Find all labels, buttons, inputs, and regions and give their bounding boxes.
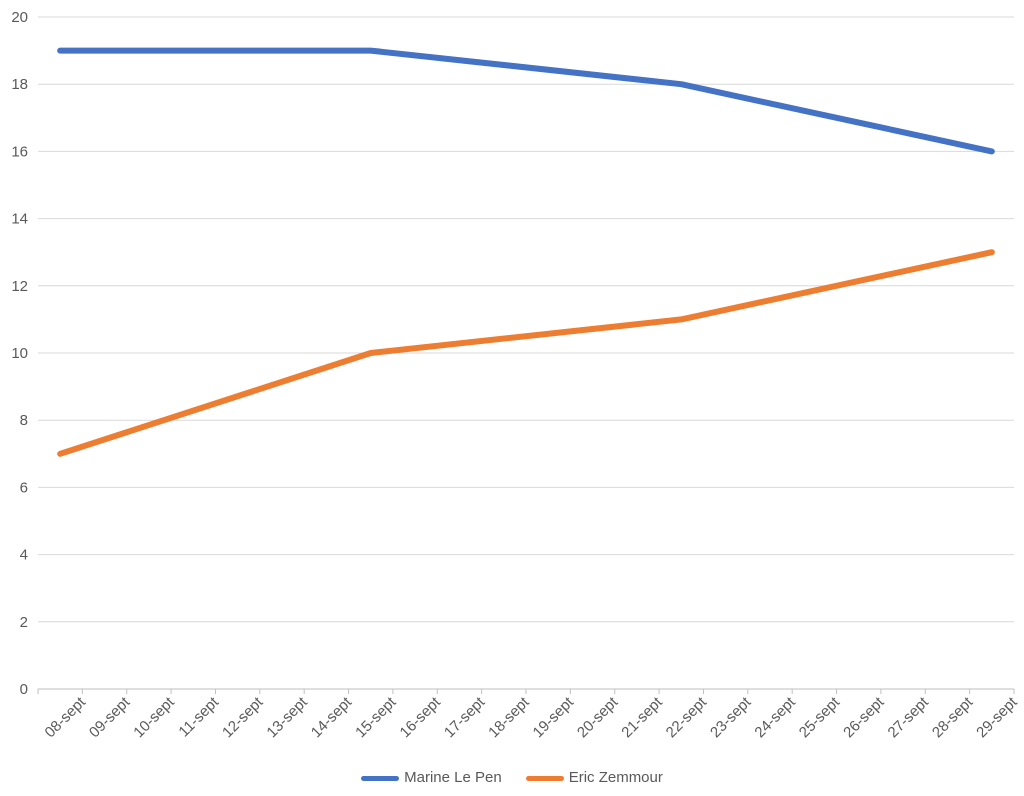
x-axis-label: 15-sept: [352, 693, 400, 741]
x-axis-label: 29-sept: [973, 693, 1021, 741]
y-axis-label: 18: [11, 76, 28, 93]
y-axis-label: 0: [20, 681, 28, 698]
x-axis-label: 27-sept: [885, 693, 933, 741]
x-axis-label: 12-sept: [219, 693, 267, 741]
legend-item-marine-le-pen: Marine Le Pen: [361, 768, 502, 788]
x-axis-label: 13-sept: [263, 693, 311, 741]
x-axis-label: 17-sept: [441, 693, 489, 741]
x-axis-label: 25-sept: [796, 693, 844, 741]
series-line-marine-le-pen: [57, 47, 995, 155]
x-axis-label: 20-sept: [574, 693, 622, 741]
x-axis-label: 14-sept: [308, 693, 356, 741]
x-axis-label: 21-sept: [618, 693, 666, 741]
x-axis-label: 19-sept: [530, 693, 578, 741]
x-axis-label: 18-sept: [485, 693, 533, 741]
legend-label-marine-le-pen: Marine Le Pen: [404, 769, 502, 786]
legend-item-eric-zemmour: Eric Zemmour: [525, 768, 663, 788]
x-axis-label: 10-sept: [130, 693, 178, 741]
y-axis-label: 10: [11, 345, 28, 362]
x-axis-label: 24-sept: [751, 693, 799, 741]
x-axis-label: 26-sept: [840, 693, 888, 741]
y-axis-label: 16: [11, 143, 28, 160]
series-line-eric-zemmour: [57, 249, 995, 457]
x-axis-label: 09-sept: [86, 693, 134, 741]
x-axis-label: 08-sept: [42, 693, 90, 741]
legend-line-swatch-marine-le-pen: [361, 775, 400, 781]
y-axis-label: 6: [20, 479, 28, 496]
x-axis-label: 11-sept: [175, 693, 222, 740]
legend-line-swatch-eric-zemmour: [525, 775, 564, 781]
y-axis-label: 2: [20, 614, 28, 631]
legend-label-eric-zemmour: Eric Zemmour: [568, 769, 663, 786]
y-axis-label: 8: [20, 412, 28, 429]
x-axis-label: 16-sept: [397, 693, 445, 741]
y-axis-label: 14: [11, 211, 28, 228]
chart-legend: Marine Le Pen Eric Zemmour: [0, 768, 1024, 788]
y-axis-label: 12: [11, 278, 28, 295]
x-axis-label: 23-sept: [707, 693, 755, 741]
x-axis-label: 28-sept: [929, 693, 977, 741]
y-axis-label: 4: [20, 547, 28, 564]
x-axis-label: 22-sept: [663, 693, 711, 741]
y-axis-label: 20: [11, 9, 28, 26]
